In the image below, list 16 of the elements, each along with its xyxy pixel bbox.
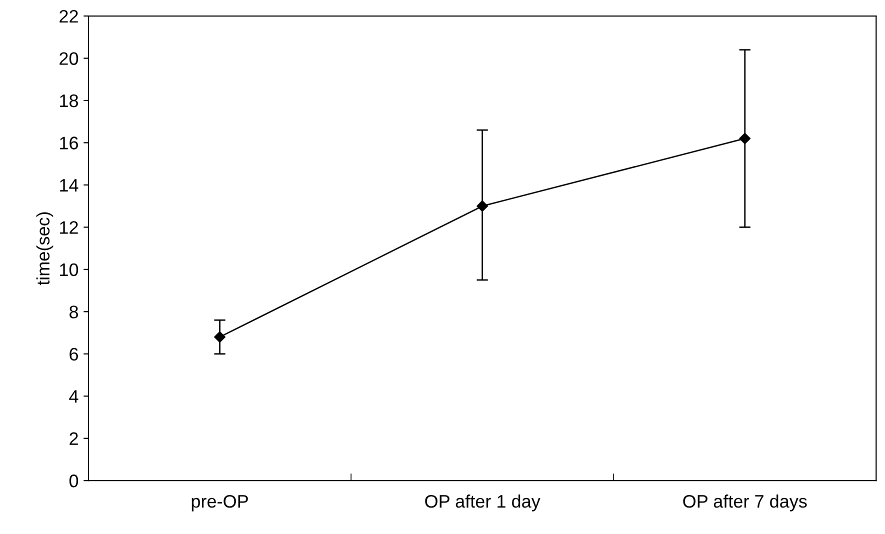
y-tick-label: 10 [60,263,78,276]
y-tick-label: 8 [70,306,78,318]
x-tick-label: pre-OP [192,494,248,512]
y-tick-label: 12 [60,221,78,234]
y-tick-label: 2 [70,432,78,445]
y-tick-label: 18 [60,94,78,108]
y-tick-label: 20 [60,52,78,65]
y-tick-label: 0 [69,474,78,488]
x-tick-label: OP after 7 days [683,494,807,512]
x-tick-label: OP after 1 day [425,494,540,512]
y-tick-label: 4 [69,390,78,403]
y-tick-label: 6 [70,348,78,361]
y-axis-title: time(sec) [36,212,54,286]
y-tick-label: 16 [60,136,78,150]
y-tick-label: 14 [60,179,78,192]
y-tick-label: 22 [60,10,78,23]
